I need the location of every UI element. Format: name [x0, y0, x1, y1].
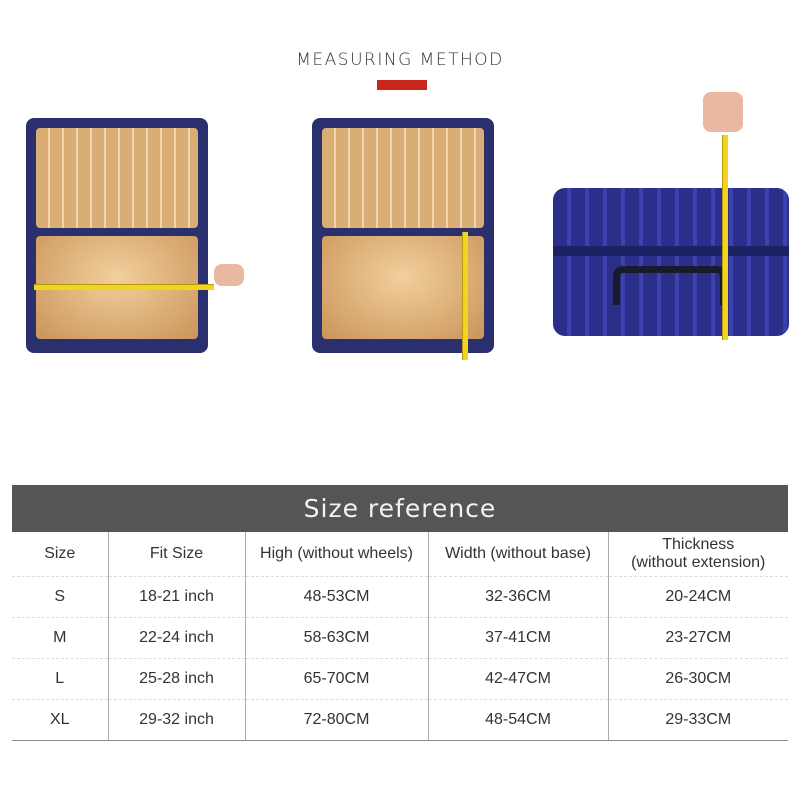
cell: M [12, 617, 108, 659]
column-header: High (without wheels) [244, 532, 428, 577]
cell: 23-27CM [607, 617, 788, 659]
table-row: XL 29-32 inch 72-80CM 48-54CM 29-33CM [12, 699, 788, 741]
suitcase-lid [322, 128, 484, 228]
hand [703, 92, 743, 132]
measuring-method-title: MEASURING METHOD [296, 50, 504, 70]
table-header-row: Size Fit Size High (without wheels) Widt… [12, 532, 788, 577]
cell: 42-47CM [427, 658, 608, 700]
cell: S [12, 576, 108, 618]
cell: L [12, 658, 108, 700]
cell: 32-36CM [427, 576, 608, 618]
suitcase-handle [613, 266, 727, 305]
size-reference-table: Size reference Size Fit Size High (witho… [12, 485, 788, 741]
cell: 72-80CM [244, 699, 428, 741]
table-row: L 25-28 inch 65-70CM 42-47CM 26-30CM [12, 658, 788, 700]
column-header: Fit Size [107, 532, 245, 577]
suitcase-base [322, 236, 484, 339]
tape-measure [34, 284, 214, 290]
column-header-line: Thickness [662, 536, 735, 553]
cell: 37-41CM [427, 617, 608, 659]
suitcase-lid [36, 128, 198, 228]
column-header: Size [12, 532, 108, 577]
column-header: Width (without base) [427, 532, 608, 577]
hand [214, 264, 244, 286]
cell: 18-21 inch [107, 576, 245, 618]
table-row: M 22-24 inch 58-63CM 37-41CM 23-27CM [12, 617, 788, 659]
cell: 48-53CM [244, 576, 428, 618]
table-row: S 18-21 inch 48-53CM 32-36CM 20-24CM [12, 576, 788, 618]
column-header: Thickness (without extension) [607, 532, 788, 577]
cell: 48-54CM [427, 699, 608, 741]
cell: XL [12, 699, 108, 741]
cell: 25-28 inch [107, 658, 245, 700]
open-suitcase-width-measure [26, 118, 208, 353]
cell: 26-30CM [607, 658, 788, 700]
cell: 29-33CM [607, 699, 788, 741]
cell: 65-70CM [244, 658, 428, 700]
closed-suitcase-thickness-measure [553, 188, 789, 336]
tape-measure [462, 232, 468, 360]
cell: 22-24 inch [107, 617, 245, 659]
cell: 29-32 inch [107, 699, 245, 741]
tape-measure [722, 135, 728, 340]
table-title: Size reference [12, 485, 788, 532]
title-accent-bar [377, 80, 427, 90]
suitcase-seam [553, 246, 789, 256]
cell: 20-24CM [607, 576, 788, 618]
cell: 58-63CM [244, 617, 428, 659]
column-header-line: (without extension) [631, 554, 766, 571]
